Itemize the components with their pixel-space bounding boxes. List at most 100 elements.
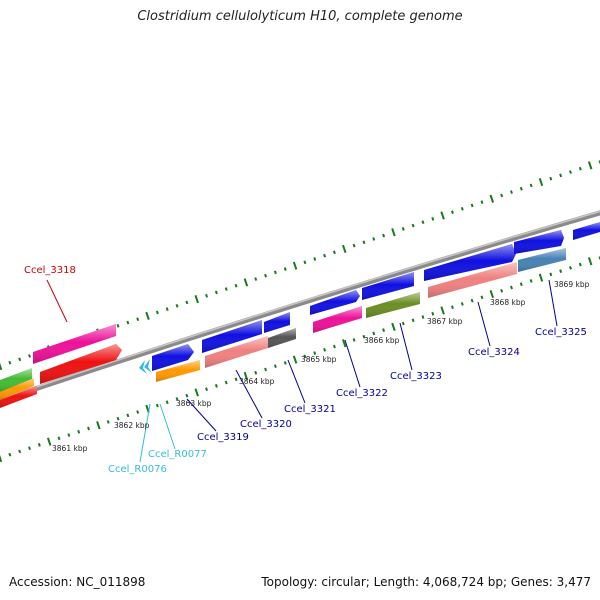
tick-mark [440, 306, 445, 315]
tick-mark [587, 257, 593, 266]
tick-mark [175, 303, 179, 308]
tick-mark [155, 310, 159, 315]
tick-mark [126, 413, 130, 418]
tick-mark [470, 203, 474, 208]
tick-mark [578, 166, 582, 171]
gene-label: Ccel_3318 [24, 265, 76, 276]
tick-mark [500, 193, 504, 198]
tick-mark [96, 421, 101, 430]
tick-mark [489, 289, 495, 299]
tick-mark [352, 243, 356, 248]
tick-mark [362, 334, 366, 339]
kbp-label: 3869 kbp [554, 280, 590, 289]
tick-mark [234, 377, 238, 382]
tick-mark [489, 194, 495, 203]
accession-label: Accession: NC_011898 [9, 575, 146, 589]
tick-mark [559, 269, 563, 273]
tick-mark [224, 380, 228, 385]
inner-tick-marks [0, 256, 600, 463]
tick-mark [292, 355, 298, 364]
tick-mark [116, 324, 120, 328]
tick-mark [421, 315, 425, 319]
tick-mark [145, 311, 150, 320]
tick-mark [382, 233, 386, 238]
tick-mark [538, 177, 544, 187]
gene-label: Ccel_R0077 [148, 449, 207, 460]
tick-mark [578, 262, 582, 267]
tick-mark [214, 290, 218, 295]
tick-mark [205, 293, 209, 298]
tick-mark [0, 454, 3, 463]
tick-mark [165, 400, 169, 405]
tick-mark [401, 321, 405, 326]
tick-mark [480, 200, 484, 204]
kbp-label: 3866 kbp [364, 336, 400, 345]
rna-feature [144, 359, 152, 373]
tick-mark [323, 347, 327, 352]
tick-mark [362, 240, 366, 245]
tick-mark [155, 403, 159, 408]
kbp-label: 3861 kbp [52, 444, 88, 453]
kbp-label: 3865 kbp [301, 355, 337, 364]
tick-mark [254, 370, 258, 375]
tick-mark [37, 443, 41, 447]
tick-mark [303, 260, 307, 265]
tick-mark [283, 267, 287, 271]
leader-line [287, 359, 306, 404]
leader-line [235, 369, 263, 419]
tick-mark [77, 429, 81, 434]
tick-mark [136, 317, 140, 322]
tick-mark [510, 285, 513, 290]
tick-mark [264, 367, 268, 372]
gene-label: Ccel_3323 [390, 371, 442, 382]
tick-mark [194, 388, 199, 397]
tick-mark [194, 295, 199, 304]
gene-label: Ccel_3325 [535, 327, 587, 338]
tick-mark [28, 446, 31, 450]
genome-backbone [0, 210, 600, 404]
tick-mark [480, 295, 484, 300]
tick-mark [549, 272, 553, 277]
tick-mark [332, 344, 336, 349]
tick-mark [18, 357, 22, 362]
tick-mark [313, 257, 317, 261]
kbp-label: 3863 kbp [176, 399, 212, 408]
tick-mark [401, 227, 405, 231]
tick-mark [382, 328, 386, 332]
tick-mark [214, 384, 218, 388]
gene-label: Ccel_3321 [284, 404, 336, 415]
tick-mark [116, 416, 120, 421]
tick-mark [234, 283, 238, 288]
tick-mark [67, 433, 71, 437]
tick-mark [0, 362, 3, 371]
tick-mark [500, 288, 504, 293]
leader-line [159, 403, 176, 450]
kbp-labels: 3861 kbp 3862 kbp 3863 kbp 3864 kbp 3865 kbp… [52, 280, 590, 453]
tick-mark [292, 261, 298, 270]
tick-mark [569, 266, 572, 270]
tick-mark [185, 300, 189, 305]
tick-mark [165, 307, 169, 311]
leader-line [548, 279, 558, 327]
tick-mark [549, 176, 553, 181]
tick-mark [8, 360, 12, 365]
tick-mark [587, 161, 593, 170]
leader-line [477, 301, 491, 347]
tick-mark [28, 354, 31, 358]
tick-mark [57, 436, 61, 441]
tick-mark [569, 170, 572, 174]
tick-mark [106, 420, 110, 424]
tick-mark [283, 361, 287, 365]
tick-mark [303, 354, 307, 359]
tick-mark [519, 282, 523, 287]
tick-mark [450, 210, 454, 215]
tick-mark [440, 211, 445, 220]
tick-mark [87, 426, 90, 431]
gene-label: Ccel_3324 [468, 347, 520, 358]
tick-mark [470, 298, 474, 303]
tick-mark [273, 270, 277, 275]
gene-label: Ccel_3319 [197, 432, 249, 443]
tick-mark [342, 244, 347, 254]
tick-mark [323, 253, 327, 258]
